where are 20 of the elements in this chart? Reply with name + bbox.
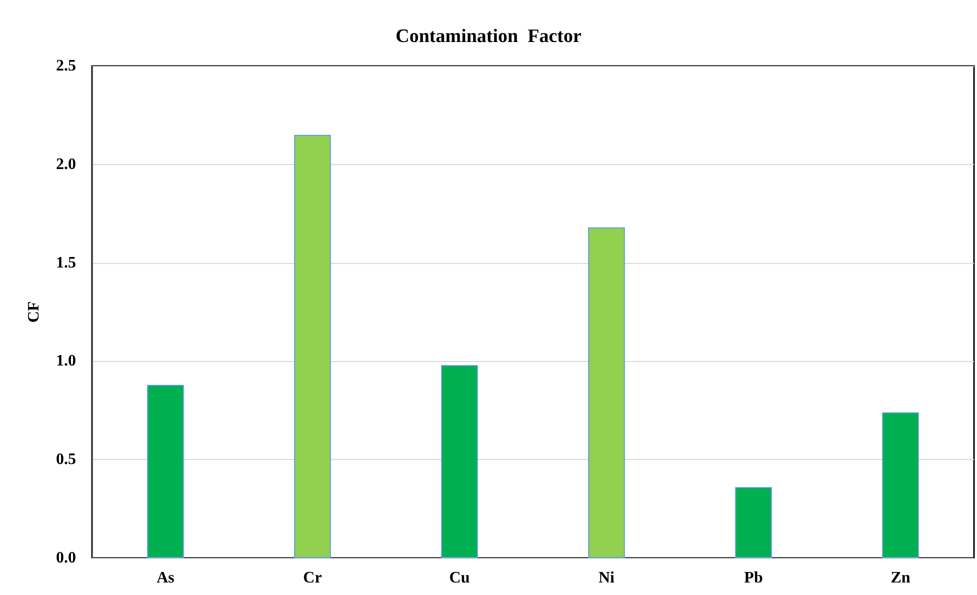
chart-title: Contamination Factor bbox=[396, 26, 582, 47]
bar bbox=[147, 384, 184, 558]
x-tick-label: Cr bbox=[303, 570, 322, 586]
y-tick-label: 0.0 bbox=[56, 550, 76, 566]
y-tick-label: 0.5 bbox=[56, 451, 76, 468]
x-tick-label: Cu bbox=[449, 570, 470, 586]
bar bbox=[882, 412, 919, 558]
x-tick-label: As bbox=[156, 570, 174, 586]
x-tick-label: Ni bbox=[598, 570, 616, 586]
y-tick-label: 1.0 bbox=[56, 352, 76, 370]
x-tick-label: Zn bbox=[890, 570, 910, 586]
bar bbox=[588, 227, 625, 558]
bar bbox=[735, 487, 772, 558]
y-tick-label: 2.0 bbox=[56, 156, 76, 173]
bar bbox=[294, 134, 331, 558]
y-tick-label: 1.5 bbox=[56, 254, 76, 272]
x-tick-label: Pb bbox=[744, 570, 763, 586]
y-axis-title: CF bbox=[26, 301, 42, 323]
y-tick-label: 2.5 bbox=[56, 58, 76, 74]
bar bbox=[441, 365, 478, 558]
